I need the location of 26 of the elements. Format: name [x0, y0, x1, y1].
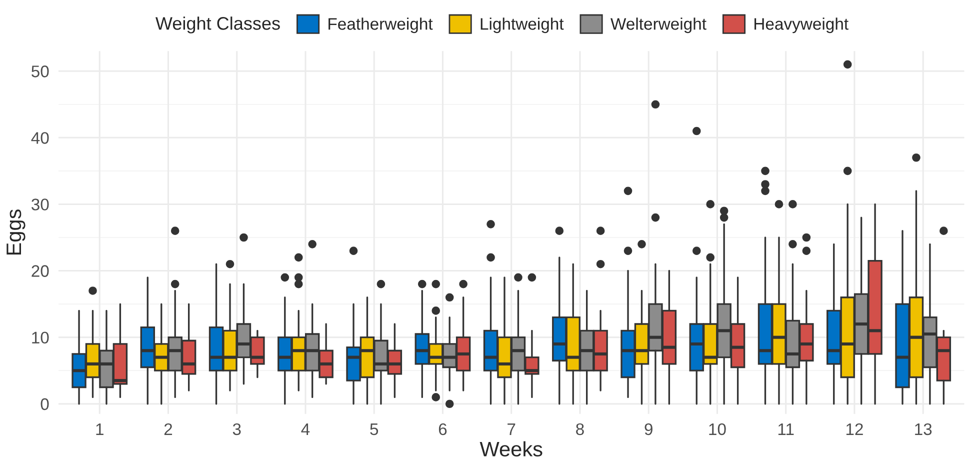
- legend-title: Weight Classes: [156, 16, 280, 34]
- y-tick-label: 20: [32, 265, 49, 277]
- legend-label: Lightweight: [480, 18, 564, 34]
- x-axis-title: Weeks: [480, 441, 542, 456]
- x-tick-label: 8: [576, 423, 584, 436]
- x-tick-label: 2: [164, 423, 172, 435]
- x-tick-label: 12: [846, 423, 863, 435]
- legend-label: Heavyweight: [754, 18, 848, 34]
- y-tick-label: 30: [32, 198, 49, 210]
- x-tick-label: 5: [370, 423, 378, 436]
- y-axis-title: Eggs: [6, 210, 26, 255]
- x-tick-label: 13: [915, 423, 932, 436]
- x-tick-label: 1: [96, 423, 104, 435]
- y-tick-label: 40: [31, 132, 49, 144]
- y-tick-label: 10: [32, 332, 49, 344]
- x-tick-label: 11: [778, 423, 794, 435]
- x-tick-label: 10: [709, 423, 726, 436]
- y-tick-label: 0: [40, 398, 49, 410]
- legend-label: Welterweight: [610, 18, 706, 34]
- legend-label: Featherweight: [328, 18, 433, 34]
- y-tick-label: 50: [32, 66, 49, 78]
- x-tick-label: 3: [232, 423, 241, 436]
- x-tick-label: 6: [438, 423, 447, 436]
- x-tick-label: 7: [508, 423, 516, 435]
- x-tick-label: 9: [644, 423, 652, 436]
- x-tick-label: 4: [301, 423, 310, 435]
